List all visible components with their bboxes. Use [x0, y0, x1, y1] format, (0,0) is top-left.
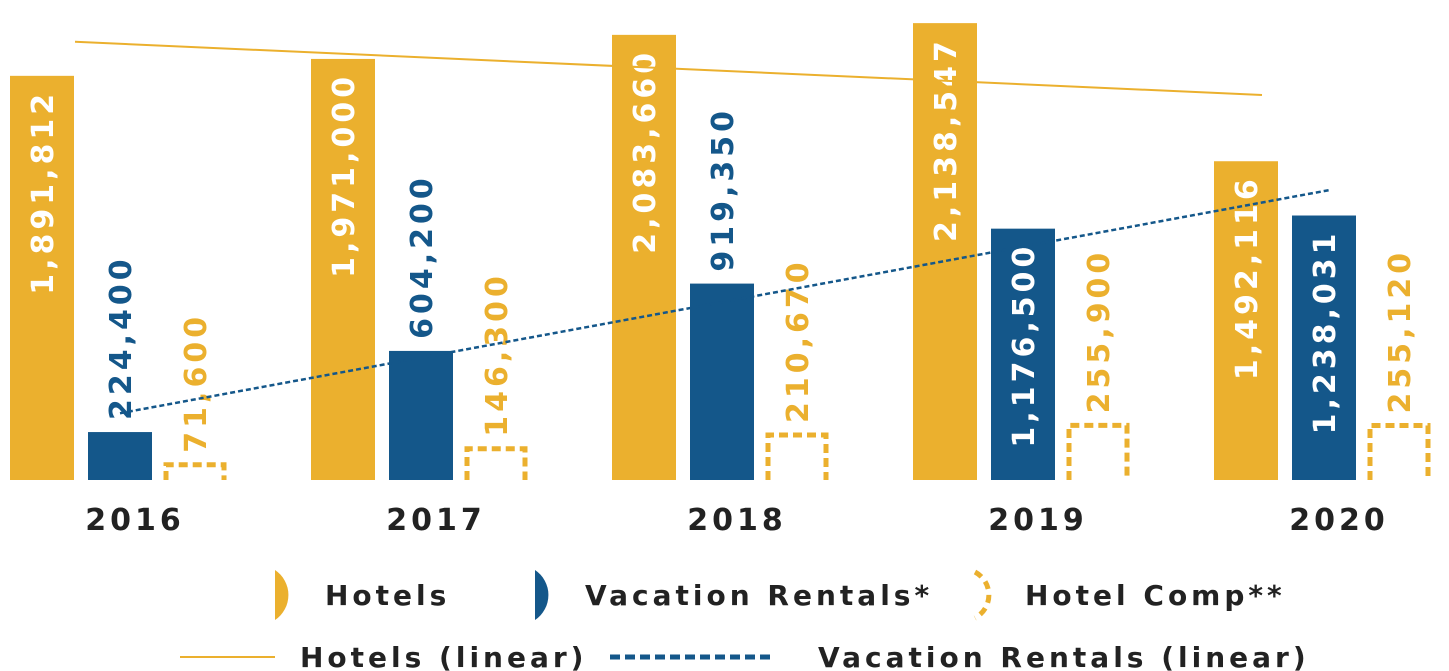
value-label: 919,350	[706, 107, 741, 272]
bar	[464, 446, 528, 480]
value-label: 1,176,500	[1007, 243, 1042, 448]
bar	[1367, 422, 1431, 480]
bar	[10, 75, 74, 481]
bar	[311, 58, 375, 480]
bar	[690, 283, 754, 480]
x-tick-label: 2018	[687, 503, 787, 538]
value-label: 210,670	[781, 258, 816, 423]
legend-icon	[535, 570, 549, 620]
trend-line	[74, 40, 1263, 97]
value-label: 224,400	[104, 255, 139, 420]
legend-label: Hotels	[325, 579, 450, 612]
bar	[163, 462, 227, 480]
legend-label: Vacation Rentals*	[585, 579, 933, 612]
value-label: 2,138,547	[929, 37, 964, 242]
value-label: 604,200	[405, 174, 440, 339]
bar	[389, 350, 453, 480]
trend-line	[119, 188, 1331, 415]
x-tick-label: 2017	[386, 503, 486, 538]
legend-icon	[275, 570, 289, 620]
legend-label: Hotels (linear)	[300, 641, 587, 671]
value-label: 71,600	[179, 313, 214, 453]
value-label: 255,120	[1383, 249, 1418, 414]
value-label: 146,300	[480, 272, 515, 437]
value-label: 1,238,031	[1308, 230, 1343, 435]
value-label: 2,083,660	[628, 49, 663, 254]
legend-icon	[973, 569, 992, 621]
value-label: 1,971,000	[327, 73, 362, 278]
bar	[991, 228, 1055, 480]
bar	[612, 34, 676, 480]
legend-label: Hotel Comp**	[1025, 579, 1286, 612]
bar	[765, 432, 829, 480]
x-tick-label: 2016	[85, 503, 185, 538]
x-tick-label: 2019	[988, 503, 1088, 538]
value-label: 1,891,812	[26, 90, 61, 295]
bar	[1066, 422, 1130, 480]
bar	[913, 23, 977, 480]
legend-label: Vacation Rentals (linear)	[818, 641, 1310, 671]
bar	[1214, 161, 1278, 480]
value-label: 255,900	[1082, 249, 1117, 414]
bar	[1292, 215, 1356, 480]
value-label: 1,492,116	[1230, 175, 1265, 380]
x-tick-label: 2020	[1289, 503, 1389, 538]
bar	[88, 432, 152, 480]
